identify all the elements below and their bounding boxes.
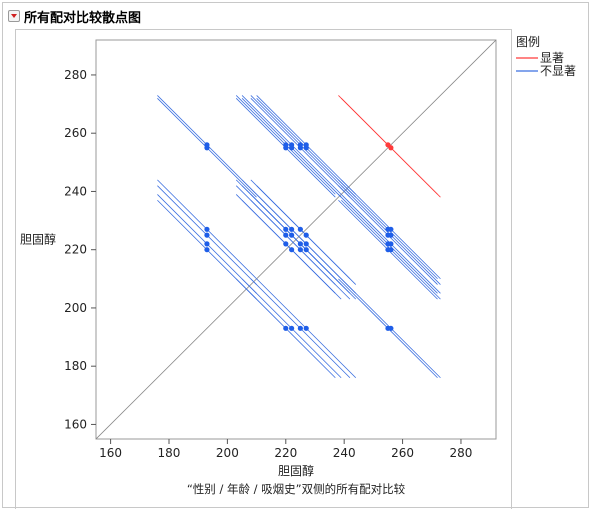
legend-title: 图例 — [516, 35, 540, 49]
data-point — [204, 142, 210, 148]
x-tick-label: 180 — [158, 446, 181, 460]
x-tick-label: 260 — [391, 446, 414, 460]
data-point — [283, 232, 289, 238]
data-point — [297, 247, 303, 253]
data-point — [297, 241, 303, 247]
y-tick-label: 180 — [64, 359, 87, 373]
x-tick-label: 200 — [216, 446, 239, 460]
data-point — [289, 247, 295, 253]
legend-label: 不显著 — [540, 64, 576, 78]
x-tick-label: 220 — [274, 446, 297, 460]
legend-label: 显著 — [540, 51, 564, 65]
data-point — [388, 241, 394, 247]
data-point — [204, 241, 210, 247]
data-point — [297, 142, 303, 148]
chart-frame — [15, 29, 512, 509]
y-tick-label: 200 — [64, 301, 87, 315]
y-tick-label: 220 — [64, 243, 87, 257]
x-axis-title: 胆固醇 — [278, 463, 314, 478]
x-tick-label: 160 — [99, 446, 122, 460]
data-point — [283, 241, 289, 247]
data-point — [388, 226, 394, 232]
data-point — [283, 142, 289, 148]
y-tick-label: 160 — [64, 417, 87, 431]
data-point — [289, 232, 295, 238]
data-point — [297, 325, 303, 331]
data-point — [388, 232, 394, 238]
data-point — [303, 241, 309, 247]
report-title: 所有配对比较散点图 — [24, 10, 142, 26]
data-point — [388, 145, 394, 151]
disclosure-toggle-icon[interactable] — [8, 10, 20, 22]
data-point — [303, 247, 309, 253]
data-point — [388, 325, 394, 331]
data-point — [303, 142, 309, 148]
y-tick-label: 260 — [64, 126, 87, 140]
data-point — [289, 226, 295, 232]
report-header: 所有配对比较散点图 — [6, 6, 589, 26]
y-tick-label: 240 — [64, 184, 87, 198]
x-tick-label: 240 — [333, 446, 356, 460]
data-point — [388, 247, 394, 253]
data-point — [204, 226, 210, 232]
x-tick-label: 280 — [450, 446, 473, 460]
data-point — [283, 325, 289, 331]
plot-content — [96, 40, 496, 439]
data-point — [204, 232, 210, 238]
data-point — [297, 226, 303, 232]
y-tick-label: 280 — [64, 68, 87, 82]
data-point — [303, 232, 309, 238]
data-point — [289, 325, 295, 331]
y-axis-title: 胆固醇 — [20, 232, 56, 247]
data-point — [289, 142, 295, 148]
data-point — [303, 325, 309, 331]
chart-caption: “性别 / 年龄 / 吸烟史”双侧的所有配对比较 — [187, 482, 406, 496]
data-point — [204, 247, 210, 253]
data-point — [283, 226, 289, 232]
